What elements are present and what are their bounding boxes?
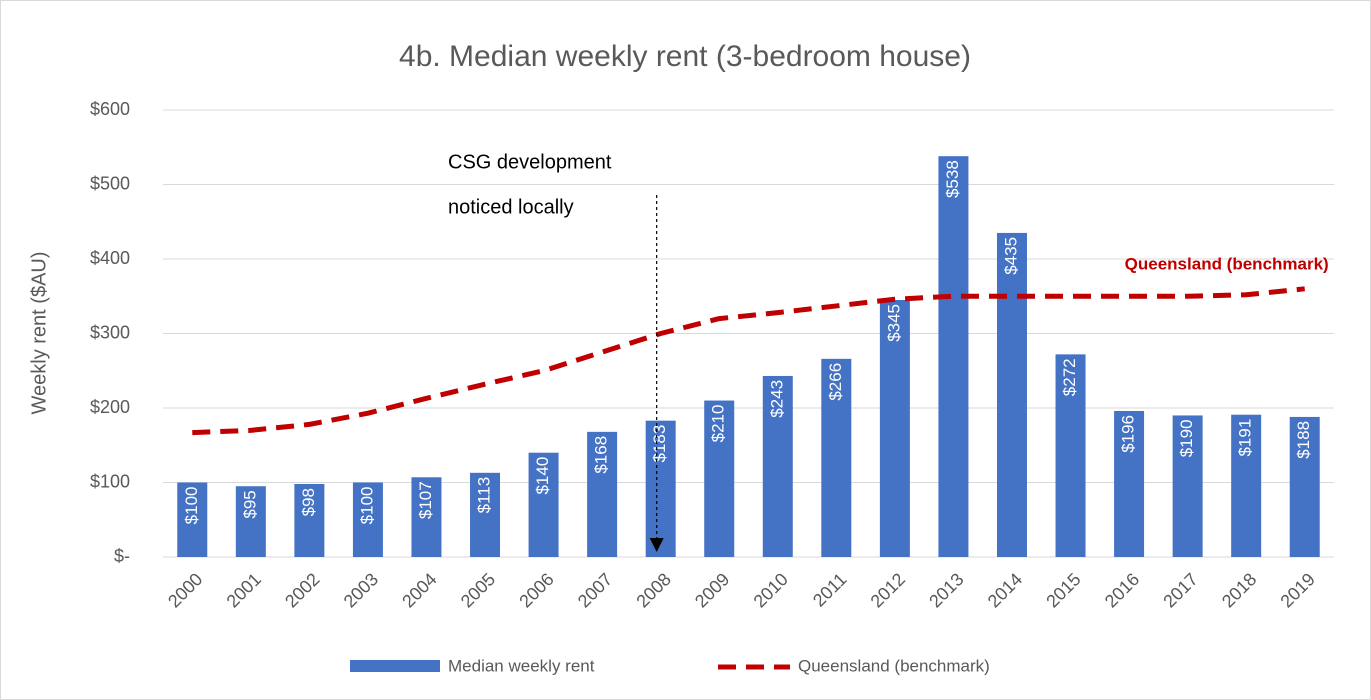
legend-label: Median weekly rent bbox=[448, 656, 595, 675]
bar bbox=[352, 482, 383, 557]
annotation-text: noticed locally bbox=[448, 196, 574, 218]
data-label: $210 bbox=[709, 405, 728, 443]
data-label: $538 bbox=[943, 160, 962, 198]
data-label: $196 bbox=[1119, 415, 1138, 453]
data-label: $100 bbox=[357, 487, 376, 525]
y-tick-label: $100 bbox=[90, 471, 130, 491]
annotation-arrowhead bbox=[649, 538, 664, 552]
y-tick-label: $- bbox=[114, 546, 130, 566]
data-label: $191 bbox=[1236, 419, 1255, 457]
legend-swatch bbox=[350, 660, 440, 672]
data-label: $183 bbox=[650, 425, 669, 463]
y-tick-label: $500 bbox=[90, 173, 130, 193]
bar bbox=[1172, 415, 1203, 557]
bar bbox=[528, 452, 559, 557]
bar bbox=[1114, 410, 1145, 557]
bar bbox=[470, 472, 501, 557]
bar bbox=[1289, 416, 1320, 557]
data-label: $272 bbox=[1060, 358, 1079, 396]
data-label: $100 bbox=[182, 487, 201, 525]
data-label: $168 bbox=[592, 436, 611, 474]
bar bbox=[879, 299, 910, 557]
bar bbox=[645, 420, 676, 557]
data-label: $435 bbox=[1001, 237, 1020, 275]
chart-title: 4b. Median weekly rent (3-bedroom house) bbox=[399, 40, 971, 73]
bar bbox=[938, 156, 969, 557]
bar bbox=[294, 483, 325, 557]
data-label: $95 bbox=[240, 490, 259, 518]
data-label: $113 bbox=[475, 477, 494, 514]
bar bbox=[177, 482, 208, 557]
bar bbox=[762, 375, 793, 557]
data-label: $140 bbox=[533, 457, 552, 495]
y-axis-label: Weekly rent ($AU) bbox=[28, 251, 50, 414]
legend-label: Queensland (benchmark) bbox=[798, 656, 990, 675]
data-label: $266 bbox=[826, 363, 845, 401]
bar bbox=[411, 477, 442, 557]
bar bbox=[821, 358, 852, 557]
bar bbox=[704, 400, 735, 557]
data-label: $98 bbox=[299, 488, 318, 516]
bar bbox=[996, 232, 1027, 558]
data-label: $345 bbox=[884, 304, 903, 342]
data-label: $188 bbox=[1294, 421, 1313, 459]
data-label: $243 bbox=[767, 380, 786, 418]
y-tick-label: $300 bbox=[90, 322, 130, 342]
series-end-label: Queensland (benchmark) bbox=[1125, 254, 1329, 273]
y-tick-label: $200 bbox=[90, 397, 130, 417]
bar bbox=[1055, 354, 1086, 557]
series-line bbox=[192, 286, 1305, 436]
bar bbox=[587, 431, 618, 557]
bar bbox=[1231, 414, 1262, 557]
bar bbox=[235, 486, 266, 557]
y-tick-label: $400 bbox=[90, 248, 130, 268]
data-label: $107 bbox=[416, 481, 435, 519]
y-tick-label: $600 bbox=[90, 99, 130, 119]
data-label: $190 bbox=[1177, 419, 1196, 457]
annotation-text: CSG development bbox=[448, 151, 612, 173]
